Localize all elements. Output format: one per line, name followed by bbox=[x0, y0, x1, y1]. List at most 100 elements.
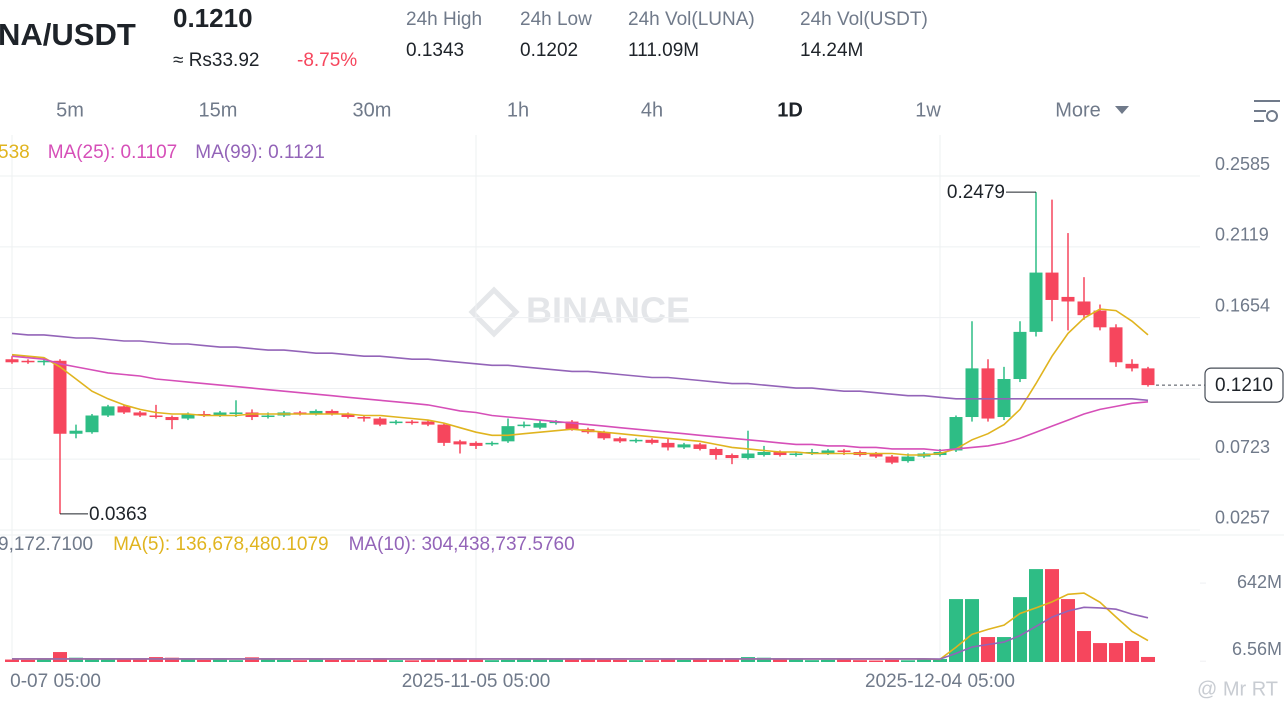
interval-tab[interactable]: 5m bbox=[56, 99, 84, 121]
volume-bar bbox=[213, 659, 227, 662]
candle-body bbox=[469, 442, 483, 446]
candle-body bbox=[357, 417, 371, 419]
candle-body bbox=[405, 421, 419, 424]
candle-body bbox=[421, 421, 435, 425]
volume-bar bbox=[949, 599, 963, 662]
volume-bar bbox=[261, 659, 275, 662]
volume-bar bbox=[565, 659, 579, 662]
x-tick-label: 2025-12-04 05:00 bbox=[865, 671, 1015, 692]
candle-body bbox=[85, 415, 99, 433]
dropdown-arrow bbox=[1115, 106, 1129, 114]
y-tick-label: 0.2119 bbox=[1215, 225, 1269, 245]
candle-body bbox=[437, 424, 451, 443]
volume-bar bbox=[357, 660, 371, 662]
volume-bar bbox=[405, 660, 419, 662]
volume-bar bbox=[1077, 631, 1091, 662]
volume-tick-label: 642M bbox=[1237, 572, 1282, 592]
candle-body bbox=[533, 423, 547, 428]
candle-body bbox=[133, 412, 147, 416]
stat-label: 24h Vol(USDT) bbox=[800, 9, 928, 30]
volume-bar bbox=[85, 658, 99, 662]
interval-tab[interactable]: 1h bbox=[507, 99, 529, 121]
interval-tab[interactable]: 15m bbox=[199, 99, 238, 121]
pair-title: NA/USDT bbox=[0, 17, 136, 52]
volume-bar bbox=[309, 659, 323, 662]
volume-bar bbox=[837, 659, 851, 662]
volume-bar bbox=[981, 637, 995, 662]
volume-bar bbox=[1045, 569, 1059, 662]
volume-bar bbox=[389, 660, 403, 662]
volume-bar bbox=[485, 660, 499, 662]
volume-bar bbox=[549, 659, 563, 662]
settings-icon[interactable] bbox=[1254, 100, 1280, 122]
volume-bar bbox=[805, 660, 819, 662]
volume-bar bbox=[933, 658, 947, 662]
candle-body bbox=[53, 360, 67, 434]
price-plot bbox=[5, 192, 1155, 514]
volume-bar bbox=[901, 660, 915, 662]
volume-bar bbox=[341, 660, 355, 662]
candle-body bbox=[981, 368, 995, 419]
stat-value: 111.09M bbox=[628, 40, 699, 61]
candle-body bbox=[837, 450, 851, 452]
ma-line bbox=[11, 308, 1149, 456]
volume-bar bbox=[181, 659, 195, 662]
watermark-logo bbox=[468, 286, 520, 338]
candle-body bbox=[309, 410, 323, 414]
volume-bar bbox=[1125, 640, 1139, 662]
volume-bar bbox=[453, 659, 467, 662]
volume-bar bbox=[965, 599, 979, 662]
interval-tab[interactable]: 1D bbox=[777, 99, 803, 121]
volume-bar bbox=[501, 659, 515, 662]
volume-bar bbox=[101, 658, 115, 662]
volume-bar bbox=[693, 658, 707, 662]
candle-body bbox=[485, 442, 499, 445]
interval-tab[interactable]: 30m bbox=[353, 99, 392, 121]
volume-bar bbox=[677, 659, 691, 662]
volume-bar bbox=[661, 659, 675, 662]
y-tick-label: 0.0257 bbox=[1215, 508, 1270, 528]
last-price-box bbox=[1204, 367, 1284, 403]
y-tick-label: 0.0723 bbox=[1215, 437, 1270, 457]
credit: @ Mr RT bbox=[1197, 678, 1278, 700]
candle-body bbox=[949, 417, 963, 451]
candle-body bbox=[885, 456, 899, 463]
volume-bar bbox=[325, 659, 339, 662]
candle-body bbox=[37, 360, 51, 363]
candle-body bbox=[341, 413, 355, 418]
candle-body bbox=[613, 438, 627, 442]
candle-body bbox=[629, 439, 643, 442]
ma-line bbox=[12, 606, 1149, 660]
volume-bar bbox=[69, 657, 83, 662]
volume-bar bbox=[1061, 599, 1075, 662]
candle-body bbox=[1045, 272, 1059, 300]
volume-bar bbox=[373, 659, 387, 662]
interval-tab[interactable]: More bbox=[1055, 99, 1101, 121]
volume-bar bbox=[1013, 597, 1027, 662]
ma-line bbox=[11, 355, 1149, 452]
candle-body bbox=[117, 406, 131, 413]
ma-line bbox=[11, 332, 1149, 402]
candle-body bbox=[693, 444, 707, 449]
legend-entry: MA(25): 0.1107 bbox=[48, 142, 178, 163]
stats: 24h High 0.1343 24h Low 0.1202 24h Vol(LUNA)… bbox=[406, 9, 928, 61]
high-label: 0.2479 bbox=[947, 182, 1005, 203]
volume-bar bbox=[1109, 643, 1123, 662]
interval-tab[interactable]: 1w bbox=[915, 99, 941, 121]
volume-bar bbox=[1141, 656, 1155, 662]
candle-body bbox=[325, 410, 339, 414]
stat-label: 24h Low bbox=[520, 9, 592, 30]
volume-bar bbox=[645, 660, 659, 662]
volume-bar bbox=[885, 659, 899, 662]
volume-bar bbox=[1029, 569, 1043, 662]
volume-bar bbox=[917, 659, 931, 662]
y-tick-label: 0.2585 bbox=[1215, 154, 1270, 174]
candle-body bbox=[21, 360, 35, 363]
candle-body bbox=[1061, 296, 1075, 302]
volume-bar bbox=[229, 660, 243, 662]
candle-body bbox=[1013, 331, 1027, 380]
interval-tab[interactable]: 4h bbox=[641, 99, 663, 121]
candle-body bbox=[565, 421, 579, 430]
candle-body bbox=[901, 456, 915, 462]
